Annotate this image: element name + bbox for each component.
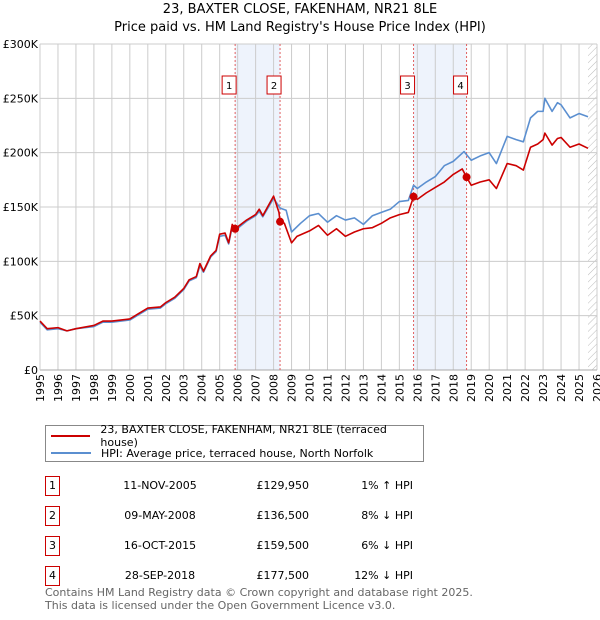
- x-tick-label: 2022: [519, 374, 532, 402]
- x-tick-label: 2014: [375, 374, 388, 402]
- transaction-row: 3 16-OCT-2015 £159,500 6% ↓ HPI: [45, 536, 445, 556]
- sale-label: 3: [404, 81, 410, 92]
- x-tick-label: 2007: [250, 374, 263, 402]
- sale-label-box: [266, 75, 282, 95]
- transaction-row: 2 09-MAY-2008 £136,500 8% ↓ HPI: [45, 506, 445, 526]
- transaction-hpi-diff: 12% ↓ HPI: [354, 569, 413, 582]
- legend-swatch: [51, 452, 91, 454]
- x-tick-label: 1996: [52, 374, 65, 402]
- legend-item-property: 23, BAXTER CLOSE, FAKENHAM, NR21 8LE (te…: [51, 423, 423, 449]
- legend-item-hpi: HPI: Average price, terraced house, Nort…: [51, 445, 373, 461]
- x-tick-label: 2005: [214, 374, 227, 402]
- transaction-date: 28-SEP-2018: [124, 569, 196, 582]
- legend-label: 23, BAXTER CLOSE, FAKENHAM, NR21 8LE (te…: [100, 423, 387, 449]
- transaction-date: 16-OCT-2015: [123, 539, 197, 552]
- transaction-hpi-diff: 8% ↓ HPI: [361, 509, 413, 522]
- price-paid-line: [39, 132, 589, 332]
- footer: Contains HM Land Registry data © Crown c…: [45, 586, 473, 612]
- x-tick-label: 2013: [357, 374, 370, 402]
- x-tick-label: 2018: [447, 374, 460, 402]
- y-tick-label: £200K: [3, 147, 39, 160]
- y-tick-label: £50K: [10, 310, 39, 323]
- x-tick-label: 1998: [88, 374, 101, 402]
- sale-label: 4: [457, 81, 463, 92]
- x-tick-label: 2020: [483, 374, 496, 402]
- x-tick-label: 2019: [465, 374, 478, 402]
- x-tick-label: 1995: [34, 374, 47, 402]
- x-tick-label: 2023: [537, 374, 550, 402]
- sale-point: [276, 217, 285, 226]
- x-tick-label: 2011: [321, 374, 334, 402]
- transaction-price: £129,950: [256, 479, 310, 492]
- x-tick-label: 2003: [178, 374, 191, 402]
- x-tick-label: 2008: [268, 374, 281, 402]
- sale-label-box: [221, 75, 237, 95]
- transaction-row: 1 11-NOV-2005 £129,950 1% ↑ HPI: [45, 476, 445, 496]
- transaction-number: 2: [45, 506, 60, 526]
- x-tick-label: 1999: [106, 374, 119, 402]
- sale-label: 1: [226, 81, 232, 92]
- x-tick-label: 2010: [304, 374, 317, 402]
- transaction-price: £177,500: [256, 569, 310, 582]
- x-tick-label: 2006: [232, 374, 245, 402]
- transaction-price: £136,500: [256, 509, 310, 522]
- legend: 23, BAXTER CLOSE, FAKENHAM, NR21 8LE (te…: [45, 423, 424, 462]
- y-tick-label: £300K: [3, 38, 39, 51]
- x-tick-label: 2000: [124, 374, 137, 402]
- sale-label-box: [400, 75, 416, 95]
- x-tick-label: 2025: [573, 374, 586, 402]
- sale-label: 2: [271, 81, 277, 92]
- y-tick-label: £0: [24, 364, 38, 377]
- transaction-hpi-diff: 6% ↓ HPI: [361, 539, 413, 552]
- chart-subtitle: Price paid vs. HM Land Registry's House …: [114, 20, 486, 35]
- transaction-date: 11-NOV-2005: [123, 479, 197, 492]
- sale-label-box: [453, 75, 469, 95]
- legend-swatch: [51, 435, 91, 437]
- x-tick-label: 2009: [286, 374, 299, 402]
- x-tick-label: 2017: [429, 374, 442, 402]
- x-tick-label: 2024: [555, 374, 568, 402]
- price-chart: 1995 1996 1997 1998 1999 2000 2001 2002 2003 2004…: [3, 38, 600, 402]
- footer-licence: This data is licensed under the Open Gov…: [45, 599, 396, 612]
- hpi-line: [39, 97, 589, 332]
- x-tick-label: 2015: [393, 374, 406, 402]
- transaction-number: 3: [45, 536, 60, 556]
- chart-title: 23, BAXTER CLOSE, FAKENHAM, NR21 8LE: [162, 2, 438, 17]
- sale-point: [462, 173, 471, 182]
- x-tick-label: 2021: [501, 374, 514, 402]
- sale-point: [409, 192, 418, 201]
- transaction-row: 4 28-SEP-2018 £177,500 12% ↓ HPI: [45, 566, 445, 586]
- x-tick-label: 2012: [339, 374, 352, 402]
- footer-copyright: Contains HM Land Registry data © Crown c…: [45, 586, 473, 599]
- sale-point: [231, 224, 240, 233]
- x-tick-label: 2001: [142, 374, 155, 402]
- x-tick-label: 2002: [160, 374, 173, 402]
- x-tick-label: 2026: [591, 374, 600, 402]
- x-tick-label: 1997: [70, 374, 83, 402]
- x-tick-label: 2016: [411, 374, 424, 402]
- transaction-hpi-diff: 1% ↑ HPI: [361, 479, 413, 492]
- transaction-number: 4: [45, 566, 60, 586]
- legend-label: HPI: Average price, terraced house, Nort…: [101, 446, 374, 460]
- transaction-date: 09-MAY-2008: [124, 509, 196, 522]
- transaction-price: £159,500: [256, 539, 310, 552]
- transaction-number: 1: [45, 476, 60, 496]
- y-tick-label: £250K: [3, 92, 39, 105]
- y-tick-label: £100K: [3, 255, 39, 268]
- x-tick-label: 2004: [196, 374, 209, 402]
- y-tick-label: £150K: [3, 201, 39, 214]
